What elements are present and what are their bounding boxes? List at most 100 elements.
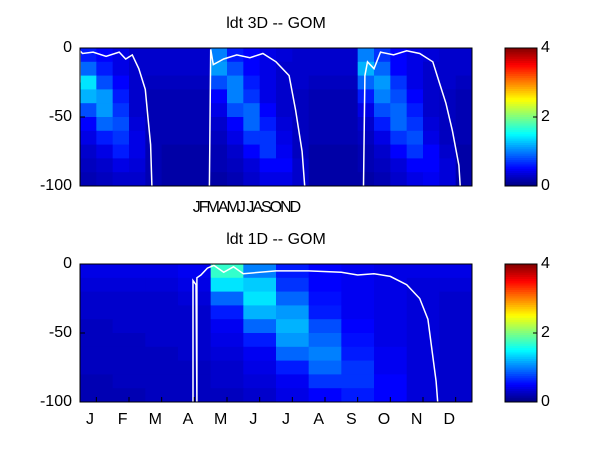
- colorbar-segment: [505, 309, 537, 312]
- colorbar-segment: [505, 177, 537, 181]
- heatmap-cell: [145, 264, 179, 279]
- y-tick-label: 0: [63, 39, 72, 56]
- colorbar-segment: [505, 350, 537, 353]
- heatmap-cell: [455, 61, 473, 77]
- colorbar-segment: [505, 313, 537, 317]
- heatmap-cell: [439, 346, 473, 362]
- heatmap-cell: [194, 172, 212, 187]
- heatmap-cell: [341, 144, 359, 159]
- heatmap-cell: [276, 103, 293, 118]
- heatmap-cell: [374, 172, 391, 187]
- colorbar-segment: [505, 341, 537, 345]
- chart-title: ldt 3D -- GOM: [226, 15, 326, 32]
- heatmap-cell: [276, 144, 293, 159]
- heatmap-cell: [259, 172, 277, 187]
- heatmap-cell: [374, 277, 408, 293]
- heatmap-cell: [276, 117, 293, 132]
- heatmap-cell: [292, 144, 310, 159]
- heatmap-cell: [112, 144, 130, 159]
- colorbar-segment: [505, 151, 537, 155]
- heatmap-cell: [276, 319, 310, 334]
- heatmap-cell: [292, 48, 310, 63]
- heatmap-cell: [210, 333, 244, 348]
- heatmap-cell: [439, 264, 473, 279]
- heatmap-cell: [194, 61, 212, 77]
- heatmap-cell: [227, 144, 244, 159]
- x-tick-label: S: [346, 411, 357, 428]
- heatmap-cell: [406, 277, 440, 293]
- heatmap-cell: [292, 130, 310, 146]
- heatmap-cell: [406, 144, 424, 159]
- heatmap-cell: [406, 61, 424, 77]
- heatmap-cell: [308, 61, 326, 77]
- heatmap-cell: [243, 48, 261, 63]
- heatmap-cell: [423, 117, 440, 132]
- colorbar-segment: [505, 333, 537, 336]
- heatmap-cell: [390, 75, 408, 90]
- heatmap-cell: [80, 291, 114, 306]
- colorbar-segment: [505, 52, 537, 55]
- heatmap-cell: [341, 61, 359, 77]
- colorbar-segment: [505, 380, 537, 384]
- heatmap-cell: [145, 61, 163, 77]
- heatmap-cell: [406, 158, 424, 173]
- colorbar-segment: [505, 369, 537, 373]
- heatmap-cell: [341, 75, 359, 90]
- heatmap-cell: [243, 305, 277, 320]
- heatmap-cell: [341, 48, 359, 63]
- heatmap-cell: [439, 130, 457, 146]
- heatmap-cell: [406, 346, 440, 362]
- heatmap-cell: [439, 48, 457, 63]
- heatmap-cell: [439, 360, 473, 375]
- heatmap-cell: [178, 117, 195, 132]
- heatmap-cell: [243, 89, 261, 104]
- heatmap-cell: [308, 48, 326, 63]
- heatmap-cell: [210, 172, 228, 187]
- heatmap-cell: [455, 130, 473, 146]
- heatmap-cell: [80, 264, 114, 279]
- heatmap-cell: [374, 144, 391, 159]
- heatmap-cell: [112, 374, 146, 389]
- heatmap-cell: [210, 277, 244, 293]
- colorbar-segment: [505, 65, 537, 68]
- heatmap-cell: [112, 360, 146, 375]
- heatmap-cell: [341, 374, 375, 389]
- heatmap-cell: [80, 103, 97, 118]
- colorbar-segment: [505, 76, 537, 79]
- heatmap-cell: [357, 117, 375, 132]
- colorbar-segment: [505, 168, 537, 172]
- heatmap-cell: [374, 117, 391, 132]
- colorbar-segment: [505, 270, 537, 274]
- heatmap-cell: [439, 277, 473, 293]
- heatmap-cell: [292, 117, 310, 132]
- colorbar-segment: [505, 365, 537, 368]
- colorbar-segment: [505, 117, 537, 120]
- colorbar-segment: [505, 127, 537, 131]
- heatmap-cell: [308, 277, 342, 293]
- heatmap-cell: [325, 158, 342, 173]
- heatmap-cell: [145, 305, 179, 320]
- colorbar-segment: [505, 142, 537, 146]
- heatmap-cell: [357, 89, 375, 104]
- heatmap-cell: [243, 291, 277, 306]
- heatmap-cell: [439, 374, 473, 389]
- colorbar-segment: [505, 149, 537, 152]
- heatmap-cell: [276, 277, 310, 293]
- heatmap-cell: [178, 75, 195, 90]
- heatmap-cell: [210, 103, 228, 118]
- colorbar-segment: [505, 339, 537, 343]
- heatmap-cell: [259, 89, 277, 104]
- colorbar-segment: [505, 315, 537, 319]
- y-tick-label: -50: [49, 108, 72, 125]
- heatmap-cell: [145, 360, 179, 375]
- heatmap-cell: [96, 75, 114, 90]
- heatmap-cell: [374, 130, 391, 146]
- heatmap-cell: [194, 48, 212, 63]
- colorbar-segment: [505, 173, 537, 176]
- heatmap-cell: [96, 117, 114, 132]
- colorbar-segment: [505, 386, 537, 390]
- heatmap-cell: [145, 144, 163, 159]
- heatmap-cell: [390, 172, 408, 187]
- heatmap-cell: [243, 172, 261, 187]
- heatmap-cell: [259, 158, 277, 173]
